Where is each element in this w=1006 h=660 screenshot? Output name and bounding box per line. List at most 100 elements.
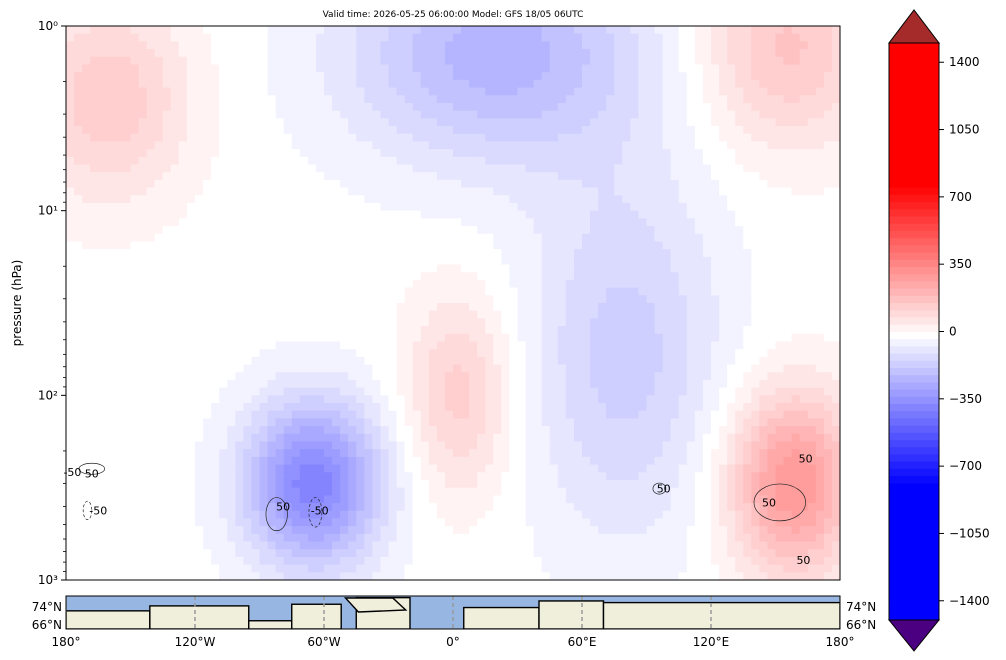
heatmap-cell xyxy=(227,333,236,343)
heatmap-cell xyxy=(388,41,398,50)
heatmap-cell xyxy=(324,449,333,458)
heatmap-cell xyxy=(485,572,494,580)
heatmap-cell xyxy=(82,233,91,243)
heatmap-cell xyxy=(622,149,631,158)
heatmap-cell xyxy=(122,503,132,512)
heatmap-cell xyxy=(444,510,454,520)
heatmap-cell xyxy=(114,133,124,143)
heatmap-cell xyxy=(162,333,172,343)
heatmap-cell xyxy=(267,410,277,420)
heatmap-cell xyxy=(315,387,325,396)
heatmap-cell xyxy=(404,95,414,104)
heatmap-cell xyxy=(396,364,406,373)
heatmap-cell xyxy=(82,310,91,319)
heatmap-cell xyxy=(557,141,567,150)
heatmap-cell xyxy=(299,226,309,235)
heatmap-cell xyxy=(259,249,269,258)
heatmap-cell xyxy=(420,533,430,543)
heatmap-cell xyxy=(590,541,599,550)
heatmap-cell xyxy=(420,195,430,204)
heatmap-cell xyxy=(114,387,124,396)
heatmap-cell xyxy=(186,187,196,196)
heatmap-cell xyxy=(154,226,164,235)
heatmap-cell xyxy=(98,441,107,450)
heatmap-cell xyxy=(428,279,438,289)
heatmap-cell xyxy=(299,149,309,158)
heatmap-cell xyxy=(324,526,333,535)
heatmap-cell xyxy=(356,441,365,450)
heatmap-cell xyxy=(340,541,349,550)
heatmap-cell xyxy=(203,472,212,481)
heatmap-cell xyxy=(162,72,172,81)
heatmap-cell xyxy=(82,72,91,81)
heatmap-cell xyxy=(541,372,551,381)
heatmap-cell xyxy=(340,210,349,219)
heatmap-cell xyxy=(178,549,188,558)
heatmap-cell xyxy=(573,518,583,527)
heatmap-cell xyxy=(162,226,172,235)
heatmap-cell xyxy=(469,518,478,527)
heatmap-cell xyxy=(146,541,156,550)
heatmap-cell xyxy=(541,418,551,427)
heatmap-cell xyxy=(66,149,75,158)
heatmap-cell xyxy=(219,110,228,119)
heatmap-cell xyxy=(444,318,454,327)
heatmap-cell xyxy=(138,156,148,166)
heatmap-cell xyxy=(259,164,269,173)
heatmap-cell xyxy=(291,303,301,312)
heatmap-cell xyxy=(227,79,236,89)
heatmap-cell xyxy=(146,102,156,112)
heatmap-cell xyxy=(315,472,325,481)
heatmap-cell xyxy=(565,202,575,212)
heatmap-cell xyxy=(477,241,486,250)
heatmap-cell xyxy=(219,533,228,543)
heatmap-cell xyxy=(122,472,132,481)
heatmap-cell xyxy=(315,249,325,258)
heatmap-cell xyxy=(170,364,180,373)
heatmap-cell xyxy=(291,426,301,435)
heatmap-cell xyxy=(565,441,575,450)
heatmap-cell xyxy=(186,64,196,73)
heatmap-cell xyxy=(364,403,373,412)
heatmap-cell xyxy=(162,372,172,381)
heatmap-cell xyxy=(614,426,623,435)
heatmap-cell xyxy=(590,387,599,396)
heatmap-cell xyxy=(146,349,156,358)
heatmap-cell xyxy=(195,395,204,404)
heatmap-cell xyxy=(477,333,486,343)
heatmap-cell xyxy=(162,426,172,435)
heatmap-cell xyxy=(315,272,325,281)
heatmap-cell xyxy=(324,303,333,312)
heatmap-cell xyxy=(195,533,204,543)
heatmap-cell xyxy=(203,364,212,373)
heatmap-cell xyxy=(606,503,615,512)
heatmap-cell xyxy=(195,249,204,258)
heatmap-cell xyxy=(606,241,615,250)
heatmap-cell xyxy=(356,495,365,504)
heatmap-cell xyxy=(332,26,341,35)
heatmap-cell xyxy=(453,418,462,427)
heatmap-cell xyxy=(525,249,535,258)
heatmap-cell xyxy=(557,233,567,243)
heatmap-cell xyxy=(622,64,631,73)
heatmap-cell xyxy=(565,433,575,443)
heatmap-cell xyxy=(114,410,124,420)
heatmap-cell xyxy=(74,303,83,312)
heatmap-cell xyxy=(114,349,124,358)
heatmap-cell xyxy=(275,187,285,196)
heatmap-cell xyxy=(106,172,115,181)
heatmap-cell xyxy=(251,149,261,158)
heatmap-cell xyxy=(517,503,527,512)
heatmap-cell xyxy=(485,356,494,366)
heatmap-cell xyxy=(444,410,454,420)
heatmap-cell xyxy=(509,333,519,343)
heatmap-cell xyxy=(412,418,422,427)
heatmap-cell xyxy=(324,464,333,473)
heatmap-cell xyxy=(106,156,115,166)
heatmap-cell xyxy=(146,556,156,566)
heatmap-cell xyxy=(259,218,269,227)
heatmap-cell xyxy=(565,395,575,404)
heatmap-cell xyxy=(485,403,494,412)
heatmap-cell xyxy=(299,218,309,227)
heatmap-cell xyxy=(235,433,244,443)
